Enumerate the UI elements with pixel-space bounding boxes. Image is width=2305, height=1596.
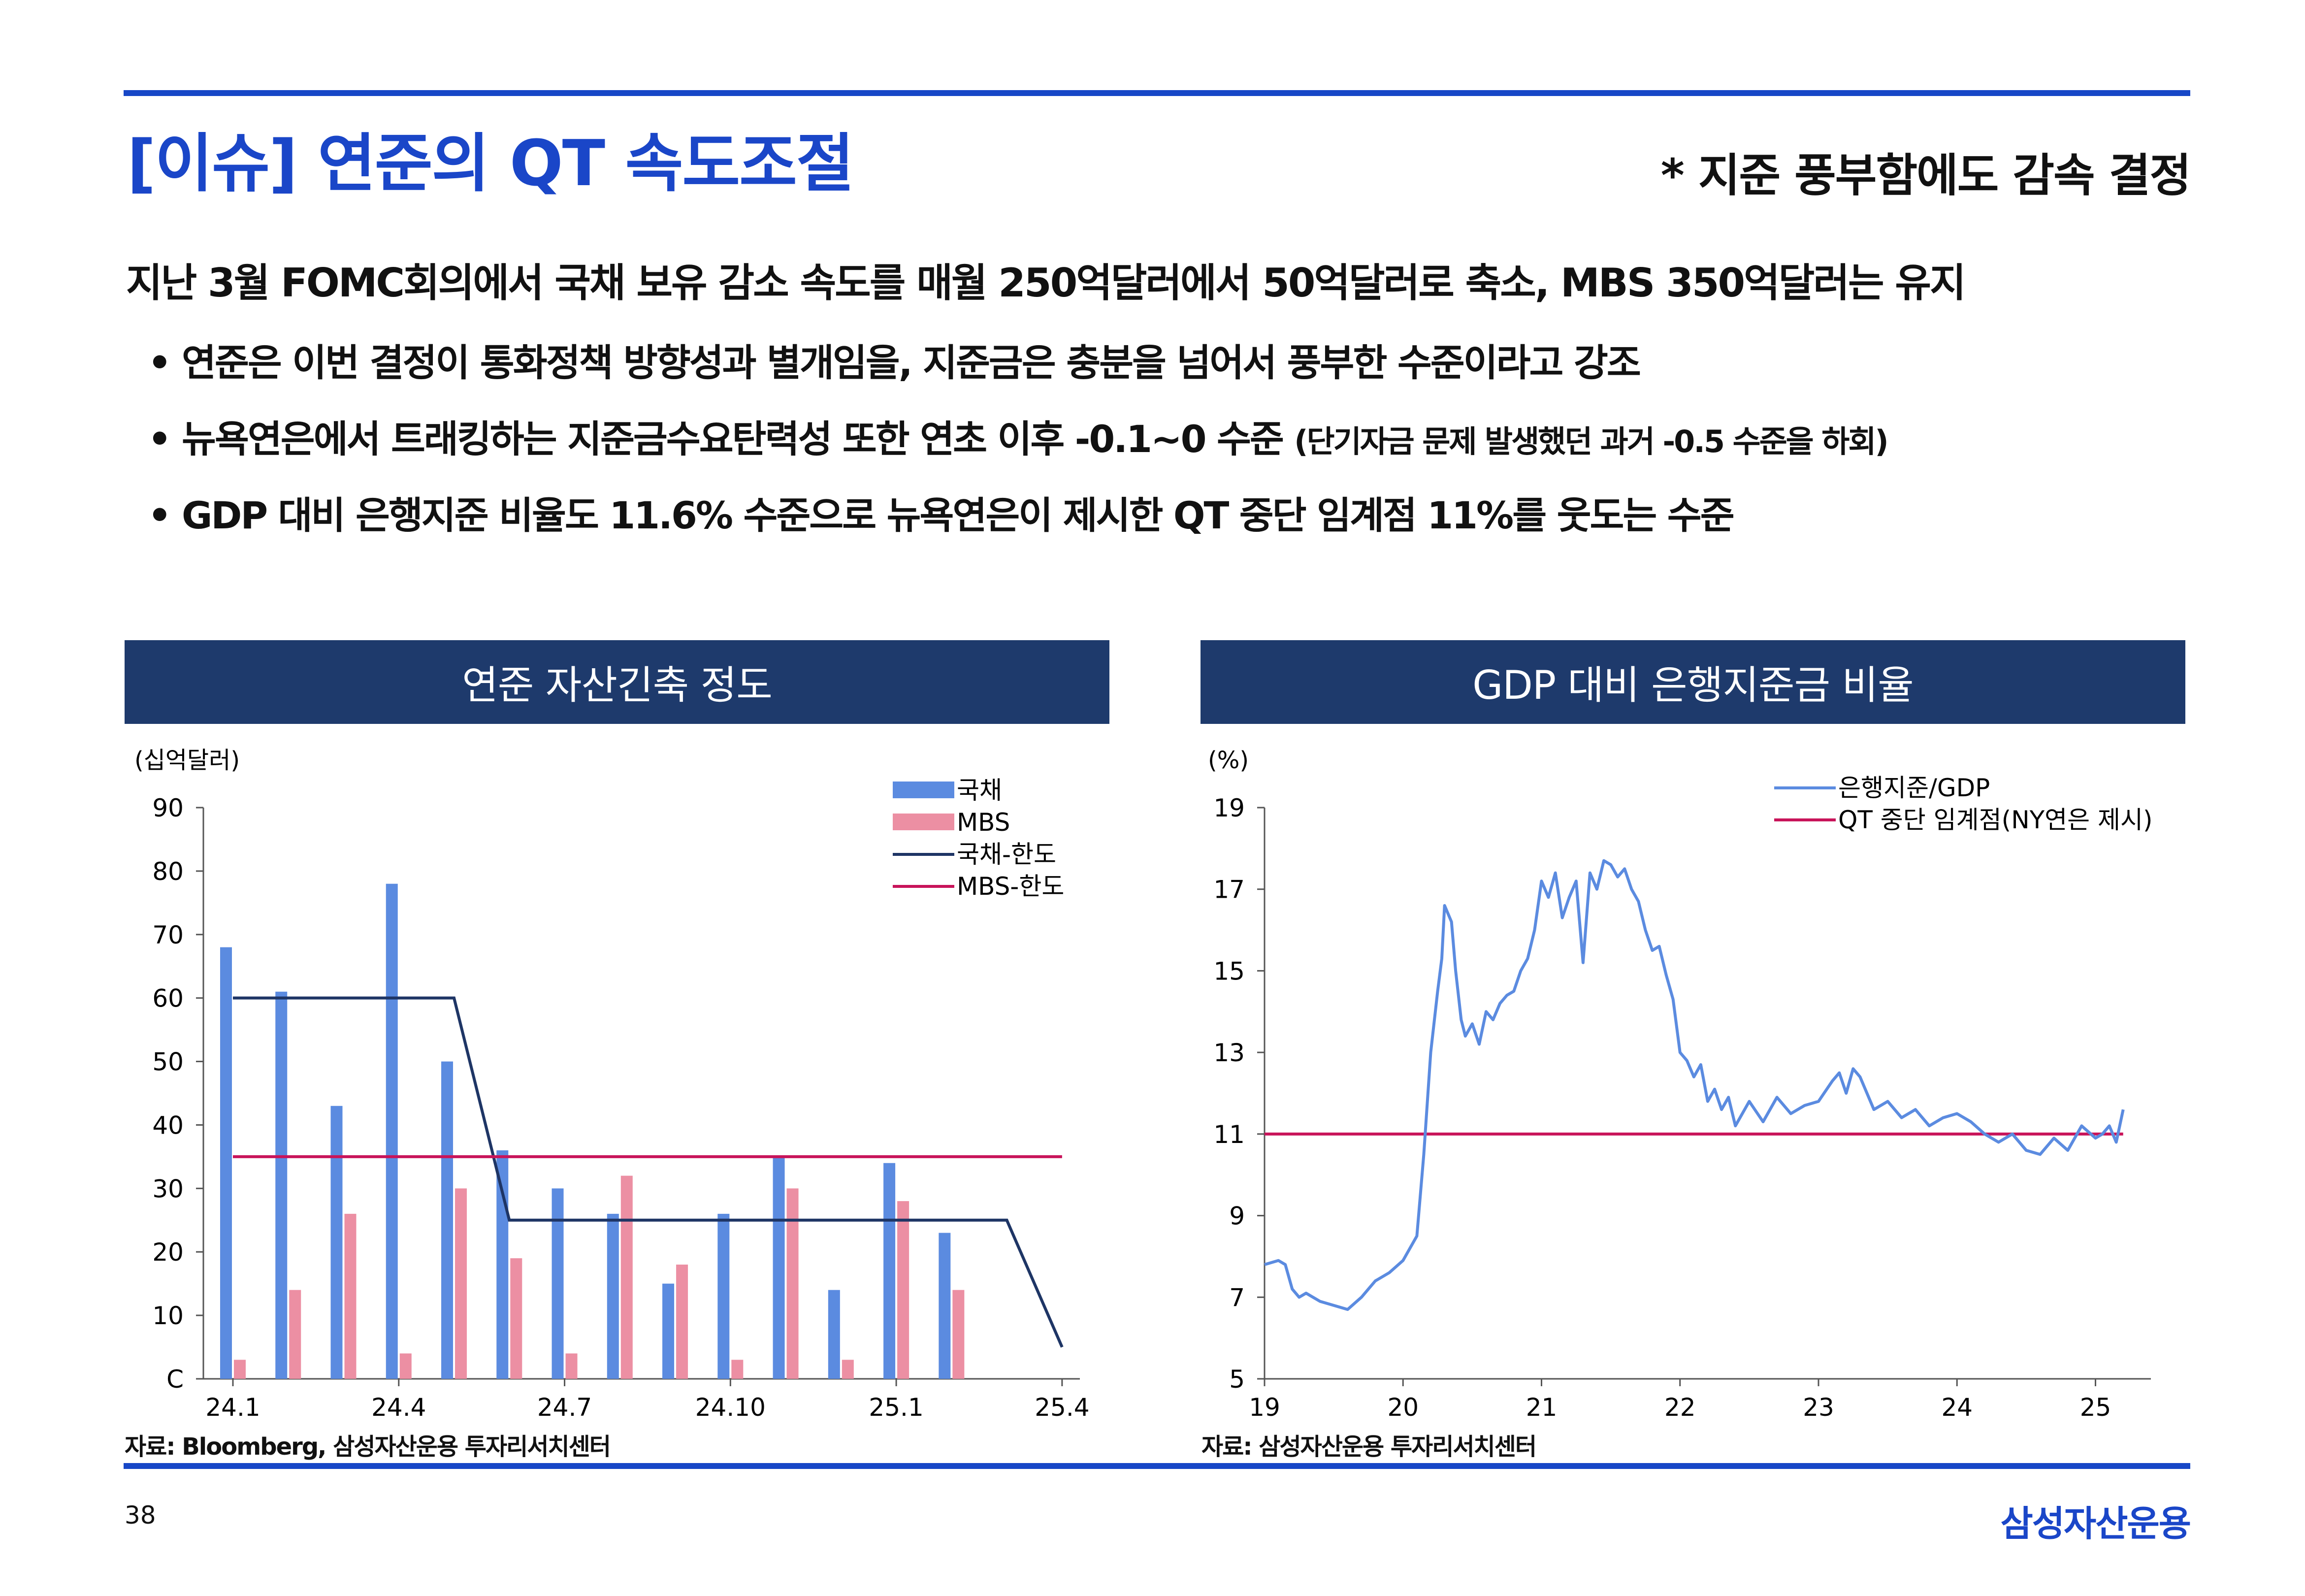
bar-mbs (842, 1360, 854, 1379)
bar-mbs (786, 1188, 799, 1379)
y-tick-label: 11 (1213, 1120, 1245, 1149)
x-tick-label: 21 (1526, 1393, 1558, 1422)
bar-treasury (386, 883, 398, 1379)
bullet-text: • GDP 대비 은행지준 비율도 11.6% 수준으로 뉴욕연은이 제시한 Q… (148, 493, 1735, 537)
legend-label: MBS (957, 808, 1010, 837)
bar-mbs (620, 1175, 633, 1379)
bullet-item: • 뉴욕연은에서 트래킹하는 지준금수요탄력성 또한 연초 이후 -0.1~0 … (148, 409, 1889, 463)
line-reserves-gdp (1264, 859, 2125, 1311)
bar-treasury (552, 1188, 564, 1379)
bar-mbs (731, 1360, 744, 1379)
y-tick-label: 30 (152, 1174, 184, 1203)
x-tick-label: 24.4 (371, 1393, 426, 1422)
x-tick-label: 19 (1249, 1393, 1280, 1422)
page-number: 38 (125, 1501, 156, 1530)
x-tick-label: 24.1 (205, 1393, 260, 1422)
line-treasury-cap (233, 996, 1064, 1348)
bar-treasury (773, 1156, 785, 1379)
x-tick-label: 20 (1387, 1393, 1419, 1422)
y-tick-label: 15 (1213, 957, 1245, 985)
top-rule (124, 90, 2190, 96)
bar-treasury (607, 1213, 619, 1379)
page-title: [이슈] 연준의 QT 속도조절 (127, 127, 854, 200)
y-tick-label: 7 (1229, 1283, 1245, 1312)
y-tick-label: 13 (1213, 1039, 1245, 1067)
bar-treasury (275, 991, 288, 1379)
bar-mbs (676, 1265, 688, 1379)
y-axis-unit: (십억달러) (134, 747, 240, 774)
x-tick-label: 25.1 (869, 1393, 923, 1422)
bullet-item: • GDP 대비 은행지준 비율도 11.6% 수준으로 뉴욕연은이 제시한 Q… (148, 485, 1735, 539)
bar-mbs (234, 1360, 246, 1379)
y-tick-label: 9 (1229, 1202, 1245, 1231)
legend-label: 은행지준/GDP (1838, 774, 1990, 802)
chart2-header: GDP 대비 은행지준금 비율 (1201, 640, 2185, 724)
chart1-source: 자료: Bloomberg, 삼성자산운용 투자리서치센터 (125, 1433, 611, 1461)
y-tick-label: 40 (152, 1111, 184, 1140)
subtitle-note: * 지준 풍부함에도 감속 결정 (1660, 149, 2191, 202)
x-tick-label: 24.10 (695, 1393, 766, 1422)
bar-mbs (289, 1290, 301, 1379)
bar-treasury (330, 1106, 343, 1379)
bullet-note: (단기자금 문제 발생했던 과거 -0.5 수준을 하회) (1294, 423, 1888, 459)
bar-treasury (939, 1233, 951, 1379)
bar-mbs (897, 1201, 909, 1379)
reserves-gdp-line-chart: (%) 5 7 9 11 13 15 17 19 19 20 21 22 23 24 25 은행지준/GDP QT… (1208, 747, 2153, 1422)
bar-treasury (883, 1163, 896, 1379)
bar-treasury (828, 1290, 840, 1379)
bar-mbs (565, 1353, 578, 1379)
bar-treasury (662, 1283, 675, 1379)
bar-mbs (399, 1353, 412, 1379)
x-tick-label: 25.4 (1035, 1393, 1089, 1422)
x-tick-label: 23 (1803, 1393, 1834, 1422)
bar-treasury (220, 947, 232, 1379)
chart2-source: 자료: 삼성자산운용 투자리서치센터 (1201, 1433, 1537, 1461)
chart1-header: 연준 자산긴축 정도 (125, 640, 1109, 724)
bullet-text: • 뉴욕연은에서 트래킹하는 지준금수요탄력성 또한 연초 이후 -0.1~0 … (148, 417, 1284, 461)
y-tick-label: 50 (152, 1048, 184, 1076)
legend-label: 국채-한도 (957, 840, 1056, 869)
bottom-rule (124, 1463, 2190, 1469)
fed-qt-bar-chart: (십억달러) C 10 20 30 40 50 60 70 80 90 24.1 24.4 24.7 24.… (134, 747, 1090, 1422)
y-tick-label: 17 (1213, 876, 1245, 904)
y-axis-unit: (%) (1208, 747, 1249, 774)
legend-swatch (893, 782, 954, 798)
bar-mbs (952, 1290, 965, 1379)
x-tick-label: 24.7 (537, 1393, 592, 1422)
y-tick-label: 80 (152, 857, 184, 886)
y-tick-label: 60 (152, 984, 184, 1013)
y-tick-label: 70 (152, 921, 184, 949)
y-tick-label: 10 (152, 1302, 184, 1330)
brand-logo-text: 삼성자산운용 (2000, 1503, 2191, 1544)
x-tick-label: 24 (1941, 1393, 1973, 1422)
legend-label: 국채 (957, 776, 1002, 805)
y-tick-label: 19 (1213, 794, 1245, 822)
bar-mbs (344, 1213, 357, 1379)
bullet-item: • 연준은 이번 결정이 통화정책 방향성과 별개임을, 지준금은 충분을 넘어… (148, 332, 1641, 387)
bullet-text: • 연준은 이번 결정이 통화정책 방향성과 별개임을, 지준금은 충분을 넘어… (148, 341, 1641, 385)
y-tick-label: C (166, 1365, 184, 1394)
headline: 지난 3월 FOMC회의에서 국채 보유 감소 속도를 매월 250억달러에서 … (126, 260, 1966, 306)
bar-treasury (441, 1061, 454, 1379)
y-tick-label: 5 (1229, 1365, 1245, 1394)
legend-label: QT 중단 임계점(NY연은 제시) (1838, 806, 2153, 834)
bar-mbs (455, 1188, 467, 1379)
bar-treasury (717, 1213, 730, 1379)
x-tick-label: 25 (2080, 1393, 2111, 1422)
y-tick-label: 90 (152, 794, 184, 822)
legend-swatch (893, 814, 954, 830)
legend-label: MBS-한도 (957, 872, 1064, 901)
x-tick-label: 22 (1664, 1393, 1696, 1422)
bar-mbs (510, 1258, 522, 1379)
bar-treasury (496, 1150, 509, 1379)
y-tick-label: 20 (152, 1238, 184, 1267)
